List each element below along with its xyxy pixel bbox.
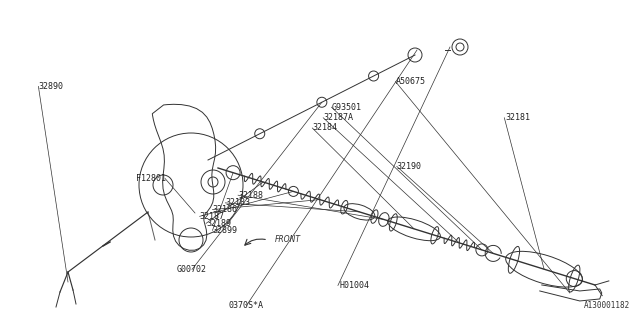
Text: G00702: G00702 (177, 265, 207, 274)
Text: G93501: G93501 (332, 103, 362, 112)
Text: 32189: 32189 (206, 219, 231, 228)
Text: A50675: A50675 (396, 77, 426, 86)
Text: 32890: 32890 (38, 82, 63, 91)
Text: 32187A: 32187A (323, 113, 353, 122)
Text: 32184: 32184 (312, 124, 337, 132)
Text: FRONT: FRONT (275, 236, 301, 244)
Text: H01004: H01004 (339, 281, 369, 290)
Text: 32183: 32183 (225, 198, 250, 207)
Text: 32187: 32187 (200, 212, 225, 221)
Text: A130001182: A130001182 (584, 301, 630, 310)
Text: 32190: 32190 (397, 162, 422, 171)
Text: F12801: F12801 (136, 174, 166, 183)
Text: 32899: 32899 (212, 226, 237, 235)
Text: 0370S*A: 0370S*A (229, 301, 264, 310)
Text: 32186: 32186 (212, 205, 237, 214)
Text: 32181: 32181 (506, 113, 531, 122)
Text: 32188: 32188 (238, 191, 263, 200)
